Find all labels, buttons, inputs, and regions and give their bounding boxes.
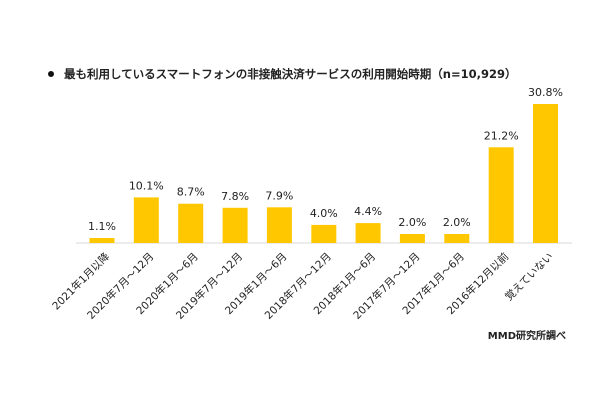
data-label: 2.0% [398, 216, 426, 229]
bar [311, 224, 337, 243]
chart-title: 最も利用しているスマートフォンの非接触決済サービスの利用開始時期（n=10,92… [64, 67, 517, 81]
bar [444, 234, 470, 243]
data-label: 4.4% [354, 205, 382, 218]
data-label: 30.8% [528, 86, 563, 99]
bar [355, 223, 381, 243]
source-note: MMD研究所調べ [487, 331, 566, 342]
data-label: 1.1% [88, 220, 116, 233]
bar [178, 203, 204, 243]
bar [222, 207, 248, 243]
x-tick-label: 覚えていない [502, 250, 555, 303]
bar [133, 197, 159, 243]
data-label: 7.9% [265, 189, 293, 202]
bar [399, 234, 425, 243]
bullet-icon [48, 71, 54, 77]
bar [488, 147, 514, 243]
bar [266, 207, 292, 243]
chart-title-row: 最も利用しているスマートフォンの非接触決済サービスの利用開始時期（n=10,92… [48, 66, 517, 82]
data-label: 10.1% [129, 179, 164, 192]
data-label: 8.7% [177, 186, 205, 199]
data-label: 4.0% [310, 207, 338, 220]
data-label: 2.0% [443, 216, 471, 229]
data-label: 7.8% [221, 190, 249, 203]
bar [533, 104, 558, 243]
data-label: 21.2% [484, 129, 519, 142]
bar [89, 238, 115, 243]
